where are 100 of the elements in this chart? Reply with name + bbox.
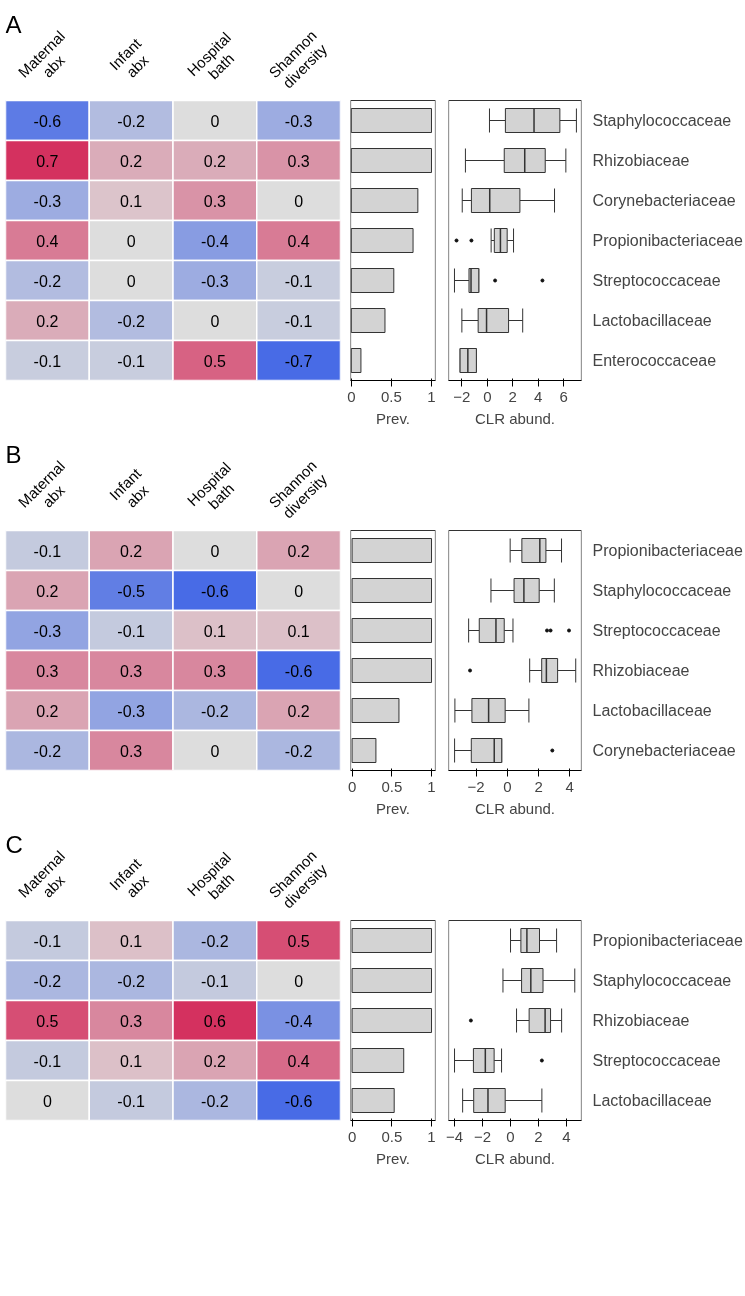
x-tick-label: 4 xyxy=(534,387,543,405)
bar xyxy=(351,698,400,723)
data-label: -0.6 xyxy=(201,582,229,600)
x-tick-label: −4 xyxy=(445,1127,464,1145)
x-axis-title: Prev. xyxy=(376,409,410,427)
data-label: 0.4 xyxy=(287,232,310,250)
data-label: -0.6 xyxy=(284,1092,313,1110)
data-label: 0.3 xyxy=(120,1012,143,1030)
x-tick-label: 1 xyxy=(427,1127,436,1145)
data-label: 0 xyxy=(210,742,220,760)
x-tick-label: 4 xyxy=(565,777,574,795)
data-label: 0.3 xyxy=(120,742,143,760)
y-tick-label: Lactobacillaceae xyxy=(592,1092,712,1109)
data-label: 0.2 xyxy=(36,582,59,600)
data-label: 0.5 xyxy=(287,932,310,950)
data-label: -0.2 xyxy=(33,272,62,290)
data-label: 0.5 xyxy=(36,1012,59,1030)
data-label: 0.1 xyxy=(203,622,227,640)
data-label: -0.1 xyxy=(284,312,313,330)
data-label: -0.2 xyxy=(201,1092,229,1110)
data-label: -0.4 xyxy=(201,232,229,250)
y-tick-label: Propionibacteriaceae xyxy=(592,542,743,559)
bar xyxy=(350,348,362,373)
data-label: -0.2 xyxy=(117,972,146,990)
data-label: -0.1 xyxy=(33,352,62,370)
data-label: 0.4 xyxy=(36,232,59,250)
bar xyxy=(350,228,414,253)
data-label: 0 xyxy=(294,972,304,990)
data-label: 0 xyxy=(210,312,220,330)
data-label: 0 xyxy=(210,112,220,130)
data-label: 0.2 xyxy=(287,542,310,560)
bar xyxy=(351,578,433,603)
data-label: -0.5 xyxy=(117,582,146,600)
x-axis-title: CLR abund. xyxy=(474,1149,556,1167)
x-tick-label: 6 xyxy=(559,387,568,405)
data-label: -0.1 xyxy=(201,972,229,990)
y-tick-label: Staphylococcaceae xyxy=(592,582,732,599)
x-axis-title: CLR abund. xyxy=(474,409,556,427)
x-tick-label: 2 xyxy=(534,777,543,795)
y-tick-label: Rhizobiaceae xyxy=(592,1012,690,1029)
x-tick-label: 4 xyxy=(562,1127,571,1145)
data-label: 0.2 xyxy=(120,152,143,170)
data-label: 0 xyxy=(210,542,220,560)
data-label: -0.7 xyxy=(284,352,313,370)
y-tick-label: Rhizobiaceae xyxy=(592,152,690,169)
x-tick-label: 1 xyxy=(427,777,436,795)
data-label: 0.2 xyxy=(36,702,59,720)
x-tick-label: −2 xyxy=(467,777,485,795)
y-tick-label: Rhizobiaceae xyxy=(592,662,690,679)
data-label: -0.2 xyxy=(117,312,146,330)
y-tick-label: Corynebacteriaceae xyxy=(592,742,736,759)
data-label: -0.4 xyxy=(284,1012,313,1030)
y-tick-label: Propionibacteriaceae xyxy=(592,232,743,249)
data-label: 0.7 xyxy=(36,152,59,170)
bar xyxy=(351,538,433,563)
data-label: -0.3 xyxy=(201,272,229,290)
data-label: 0.5 xyxy=(203,352,227,370)
data-label: -0.2 xyxy=(284,742,313,760)
x-tick-label: 2 xyxy=(508,387,517,405)
data-label: -0.6 xyxy=(284,662,313,680)
x-tick-label: −2 xyxy=(453,387,471,405)
x-tick-label: 0 xyxy=(347,387,356,405)
data-label: -0.3 xyxy=(284,112,313,130)
x-tick-label: 0.5 xyxy=(380,387,402,405)
bar xyxy=(351,928,433,953)
data-label: -0.2 xyxy=(117,112,146,130)
bar xyxy=(350,148,432,173)
data-label: -0.1 xyxy=(117,352,146,370)
x-tick-label: 1 xyxy=(427,387,436,405)
data-label: 0.2 xyxy=(203,152,227,170)
y-tick-label: Staphylococcaceae xyxy=(592,112,732,129)
data-label: 0.4 xyxy=(287,1052,310,1070)
bar xyxy=(351,1048,405,1073)
x-tick-label: 0 xyxy=(347,777,357,795)
y-tick-label: Enterococcaceae xyxy=(592,352,717,369)
x-tick-label: 0.5 xyxy=(381,777,403,795)
data-label: 0 xyxy=(126,232,136,250)
data-label: -0.3 xyxy=(33,622,62,640)
bar xyxy=(351,1008,433,1033)
bar xyxy=(351,1088,395,1113)
x-axis-title: Prev. xyxy=(376,799,410,817)
y-tick-label: Streptococcaceae xyxy=(592,622,721,639)
data-label: -0.2 xyxy=(33,972,62,990)
y-tick-label: Corynebacteriaceae xyxy=(592,192,736,209)
data-label: -0.2 xyxy=(201,932,229,950)
data-label: 0.3 xyxy=(203,192,227,210)
data-label: 0.1 xyxy=(120,192,143,210)
bar xyxy=(350,308,386,333)
x-tick-label: 2 xyxy=(534,1127,543,1145)
data-label: 0.2 xyxy=(287,702,310,720)
data-label: 0.1 xyxy=(120,932,143,950)
y-tick-label: Streptococcaceae xyxy=(592,1052,721,1069)
data-label: -0.1 xyxy=(284,272,313,290)
data-label: 0.3 xyxy=(287,152,310,170)
y-tick-label: Propionibacteriaceae xyxy=(592,932,743,949)
data-label: -0.1 xyxy=(117,622,146,640)
data-label: -0.1 xyxy=(33,1052,62,1070)
bar xyxy=(351,658,433,683)
bar xyxy=(351,738,377,763)
y-tick-label: Staphylococcaceae xyxy=(592,972,732,989)
